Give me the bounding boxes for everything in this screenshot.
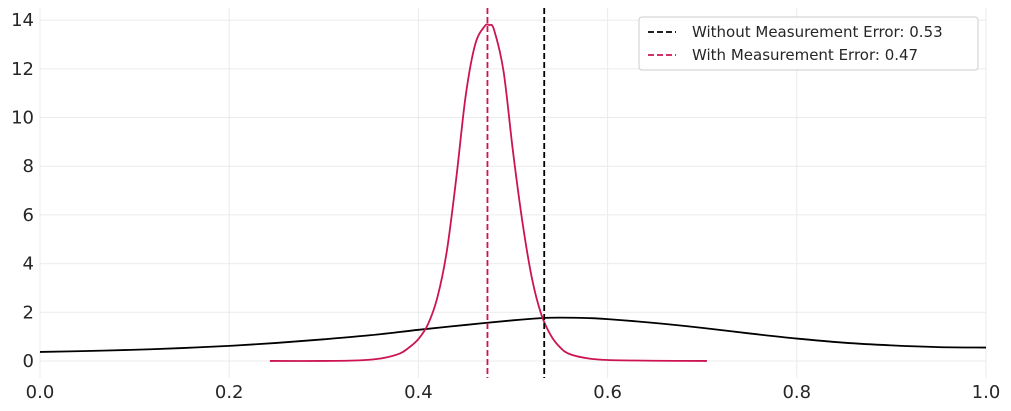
x-tick-label: 1.0 <box>972 382 1001 403</box>
density-curve-without <box>39 316 987 353</box>
y-tick-label: 14 <box>11 10 34 31</box>
mean-lines <box>486 8 546 378</box>
legend-label-without: Without Measurement Error: 0.53 <box>692 23 943 41</box>
x-tick-label: 0.0 <box>26 382 55 403</box>
density-curve-with <box>269 23 707 362</box>
y-tick-label: 6 <box>23 205 34 226</box>
x-tick-label: 0.6 <box>593 382 622 403</box>
x-tick-label: 0.2 <box>215 382 244 403</box>
x-tick-label: 0.8 <box>782 382 811 403</box>
x-axis-ticks: 0.0 0.2 0.4 0.6 0.8 1.0 <box>26 382 1001 403</box>
legend-label-with: With Measurement Error: 0.47 <box>692 46 918 64</box>
y-tick-label: 2 <box>23 302 34 323</box>
y-tick-label: 4 <box>23 254 34 275</box>
x-tick-label: 0.4 <box>404 382 433 403</box>
y-tick-label: 0 <box>23 351 34 372</box>
y-axis-ticks: 0 2 4 6 8 10 12 14 <box>11 10 34 372</box>
series-lines <box>39 23 987 362</box>
y-tick-label: 12 <box>11 59 34 80</box>
y-tick-label: 8 <box>23 156 34 177</box>
y-tick-label: 10 <box>11 108 34 129</box>
legend-frame <box>638 16 979 71</box>
legend: Without Measurement Error: 0.53 With Meas… <box>638 16 979 71</box>
